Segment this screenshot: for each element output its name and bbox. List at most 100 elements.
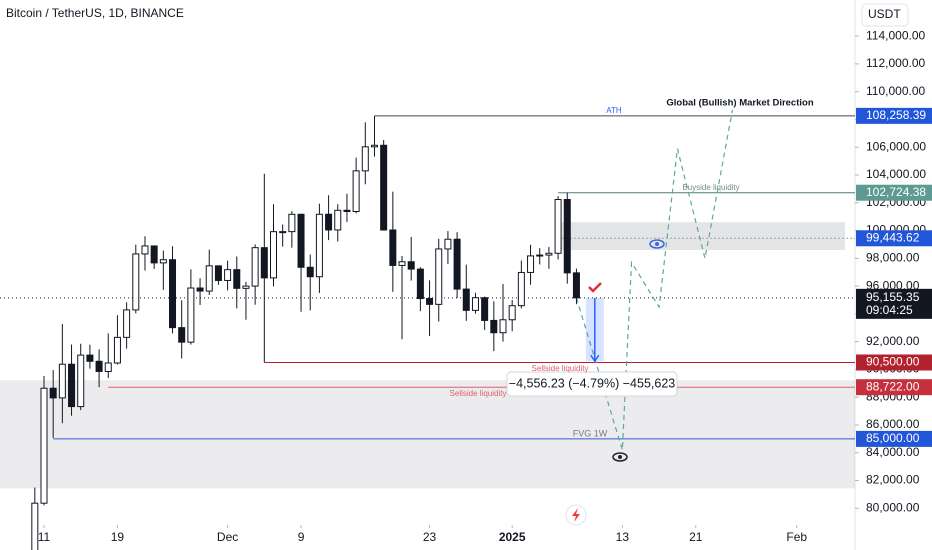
- candle-body: [214, 265, 222, 281]
- candle-body: [361, 146, 369, 172]
- candle-body: [554, 199, 562, 254]
- candle-body: [169, 259, 177, 329]
- last-price-label: 95,155.35: [866, 290, 920, 304]
- candle-body: [77, 354, 85, 408]
- candle-body: [150, 245, 158, 264]
- measure-label-box: [506, 371, 678, 397]
- x-tick-label: Feb: [786, 530, 807, 544]
- candle-body: [196, 287, 204, 292]
- y-tick-label: 110,000.00: [866, 84, 925, 98]
- price-tag-label: 90,500.00: [866, 355, 920, 369]
- candle-body: [279, 231, 287, 234]
- candle-body: [407, 261, 415, 270]
- candle-body: [471, 297, 479, 311]
- candle-body: [251, 247, 259, 287]
- y-tick-label: 96,000.00: [866, 278, 920, 292]
- candle-body: [95, 360, 103, 372]
- candle-body: [242, 285, 250, 289]
- candle-body: [389, 229, 397, 266]
- candle-body: [58, 363, 66, 399]
- x-tick-label: 2025: [499, 530, 526, 544]
- annotation: Sellside liquidity: [532, 364, 589, 373]
- candle-body: [159, 259, 167, 264]
- candle-body: [490, 319, 498, 334]
- y-tick-label: 114,000.00: [866, 28, 925, 42]
- measure-arrowhead: [590, 354, 600, 363]
- candle-body: [416, 268, 424, 300]
- candle-body: [132, 253, 140, 311]
- candle-body: [435, 248, 443, 305]
- candle-body: [426, 298, 434, 305]
- x-tick-label: 23: [423, 530, 437, 544]
- candle-body: [398, 261, 406, 266]
- y-tick-label: 106,000.00: [866, 139, 926, 153]
- alert-icon[interactable]: [565, 504, 587, 526]
- candle-body: [462, 288, 470, 311]
- candle-body: [508, 305, 516, 321]
- candle-body: [481, 297, 489, 321]
- y-tick-label: 86,000.00: [866, 417, 920, 431]
- zone: [0, 380, 855, 489]
- candle-body: [224, 269, 232, 281]
- price-tag: [856, 379, 932, 396]
- candle-body: [31, 502, 39, 550]
- candle-body: [113, 336, 121, 364]
- candle-body: [536, 254, 544, 257]
- candle-body: [270, 231, 277, 279]
- annotation: Sellside liquidity: [450, 389, 507, 398]
- price-tag: [856, 230, 932, 247]
- candle-body: [545, 252, 553, 256]
- price-tag: [856, 184, 932, 201]
- countdown: 09:04:25: [866, 303, 913, 317]
- price-tag-label: 102,724.38: [866, 185, 926, 199]
- annotation: FVG 1W: [573, 428, 608, 438]
- annotation: Buyside liquidity: [682, 183, 739, 192]
- y-tick-label: 98,000.00: [866, 251, 920, 265]
- candle-body: [306, 266, 314, 278]
- candle-body: [380, 144, 388, 231]
- y-tick-label: 84,000.00: [866, 445, 920, 459]
- chart-title: Bitcoin / TetherUS, 1D, BINANCE: [6, 6, 184, 20]
- y-tick-label: 82,000.00: [866, 473, 920, 487]
- candle-body: [517, 271, 525, 307]
- candle-body: [178, 327, 186, 343]
- candle-body: [123, 309, 131, 338]
- x-tick-label: 19: [111, 530, 125, 544]
- x-tick-label: 13: [616, 530, 630, 544]
- candle-body: [527, 255, 535, 273]
- candle-body: [141, 245, 149, 255]
- candle-body: [352, 170, 360, 213]
- x-tick-label: Dec: [217, 530, 238, 544]
- y-tick-label: 92,000.00: [866, 334, 920, 348]
- candle-body: [499, 319, 507, 334]
- annotation: Global (Bullish) Market Direction: [666, 98, 813, 109]
- price-tag-label: 108,258.39: [866, 108, 926, 122]
- candle-body: [49, 387, 57, 399]
- currency-box[interactable]: [861, 3, 909, 27]
- price-tag-label: 85,000.00: [866, 431, 920, 445]
- candle-body: [86, 354, 94, 362]
- eye-icon: [612, 452, 628, 462]
- last-price-tag: [856, 288, 932, 319]
- candle-body: [572, 272, 580, 299]
- x-tick-label: 11: [38, 530, 51, 544]
- candle-body: [334, 209, 342, 231]
- candle-body: [68, 363, 76, 408]
- currency: USDT: [868, 7, 901, 21]
- price-tag: [856, 107, 932, 124]
- price-tag-label: 99,443.62: [866, 230, 920, 244]
- candle-body: [453, 238, 461, 290]
- y-tick-label: 80,000.00: [866, 501, 920, 515]
- price-tag: [856, 430, 932, 447]
- candle-body: [104, 362, 112, 372]
- candle-body: [40, 387, 48, 504]
- candle-body: [205, 265, 213, 292]
- measure-label: −4,556.23 (−4.79%) −455,623: [509, 376, 676, 390]
- price-tag: [856, 354, 932, 371]
- check-icon: [588, 282, 602, 293]
- projection-path: [575, 109, 734, 451]
- candle-body: [315, 213, 323, 278]
- candle-body: [325, 213, 333, 231]
- candle-body: [297, 213, 305, 268]
